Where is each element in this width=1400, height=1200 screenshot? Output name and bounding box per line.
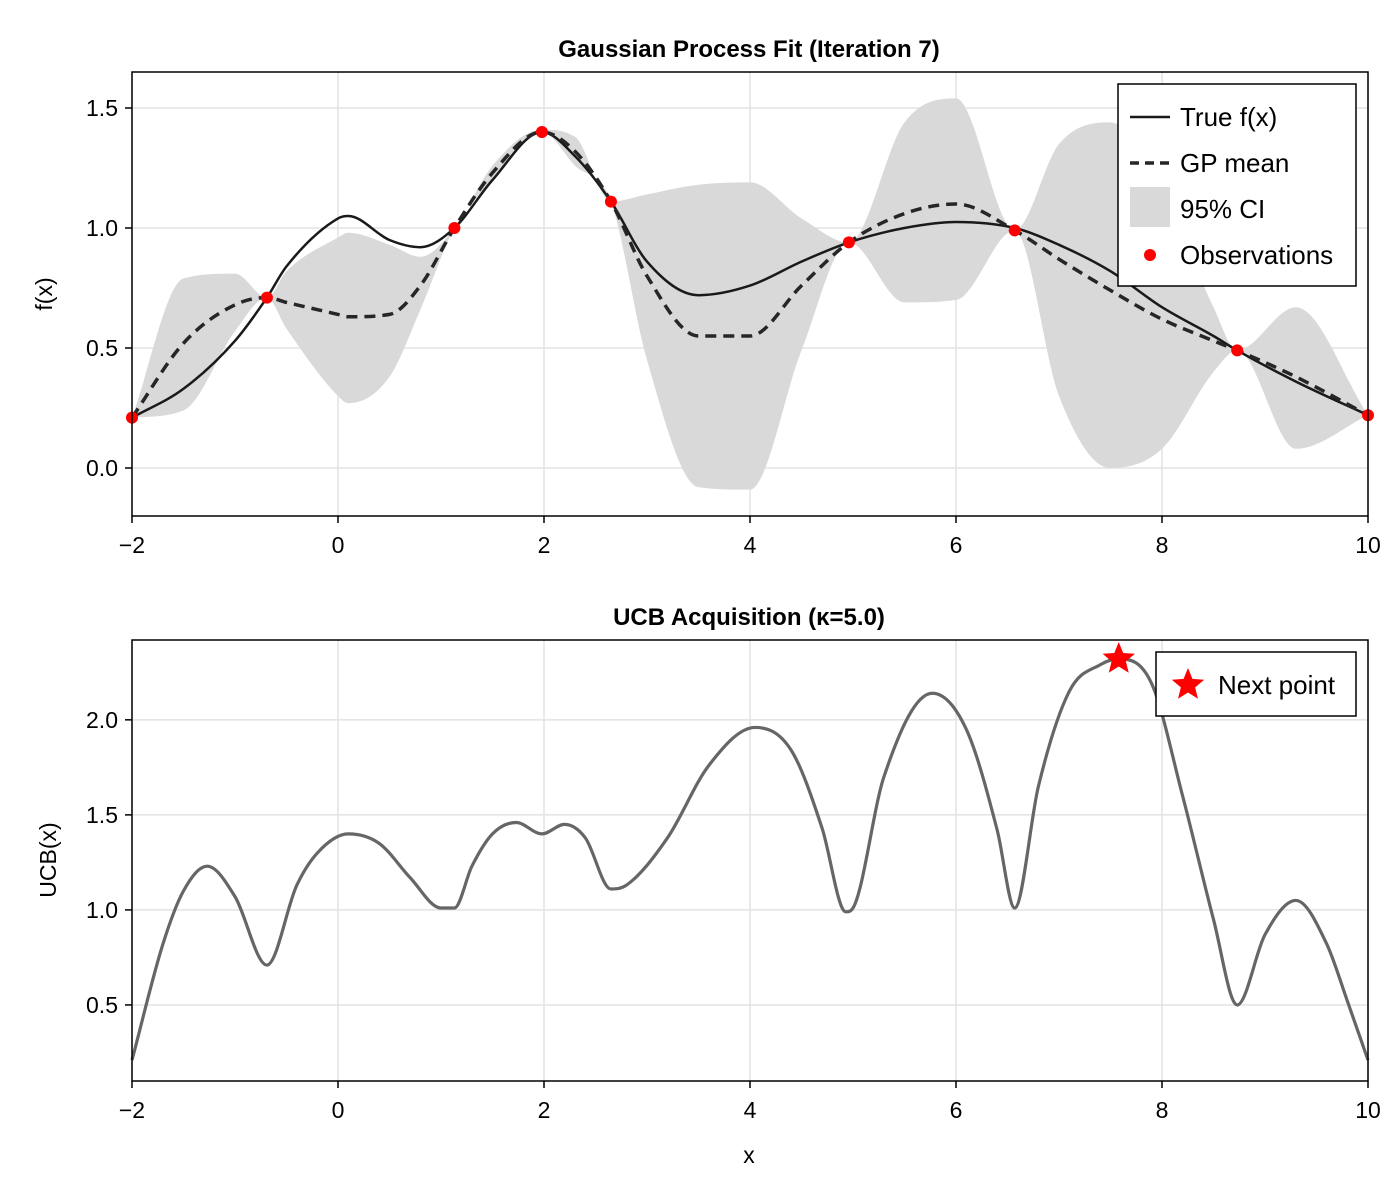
observation-point (448, 222, 461, 234)
ucb-ytick-label: 1.0 (86, 897, 118, 923)
ucb-xtick-label: 6 (950, 1097, 963, 1123)
legend-next-point-star-icon (1171, 668, 1205, 699)
gp-fit-ticks: −2 0 2 4 6 8 10 0.0 0.5 1.0 1.5 (86, 95, 1381, 558)
ucb-title: UCB Acquisition (κ=5.0) (613, 604, 885, 631)
ucb-next-point (1102, 642, 1135, 673)
ucb-legend: Next point (1155, 651, 1357, 717)
gp-fit-ci-band (132, 98, 1368, 490)
gp-fit-title: Gaussian Process Fit (Iteration 7) (558, 36, 939, 63)
observation-point (535, 126, 548, 138)
observation-point (1231, 344, 1244, 357)
legend-observations-swatch (1144, 249, 1156, 261)
legend-ci-swatch (1130, 187, 1170, 227)
next-point-star (1102, 642, 1135, 673)
ucb-line (130, 657, 1370, 1061)
gp-fit-ytick-label: 0.0 (86, 455, 118, 481)
gp-mean-line (130, 130, 1369, 419)
ucb-xtick-label: 10 (1355, 1097, 1381, 1123)
ucb-lines (130, 657, 1370, 1061)
legend-gp-mean-label: GP mean (1180, 148, 1289, 178)
gp-fit-legend: True f(x) GP mean 95% CI Observations (1117, 83, 1357, 287)
legend-ci-label: 95% CI (1180, 194, 1265, 224)
observation-point (842, 236, 855, 249)
ucb-ytick-label: 0.5 (86, 992, 118, 1018)
observation-point (1008, 224, 1021, 237)
gp-fit-xtick-label: 8 (1156, 532, 1169, 558)
observation-point (260, 291, 273, 304)
ucb-ylabel: UCB(x) (35, 822, 61, 897)
gp-fit-xtick-label: −2 (119, 532, 145, 558)
ucb-ytick-label: 1.5 (86, 802, 118, 828)
ucb-xtick-label: 2 (538, 1097, 551, 1123)
gp-fit-ytick-label: 0.5 (86, 335, 118, 361)
gp-fit-ylabel: f(x) (31, 277, 57, 310)
observation-point (604, 195, 617, 208)
ucb-xtick-label: 8 (1156, 1097, 1169, 1123)
gp-fit-xtick-label: 2 (538, 532, 551, 558)
ucb-xtick-label: 4 (744, 1097, 757, 1123)
gp-fit-xtick-label: 10 (1355, 532, 1381, 558)
legend-true-f-label: True f(x) (1180, 102, 1277, 132)
gp-fit-ytick-label: 1.0 (86, 215, 118, 241)
gp-fit-observations (126, 126, 1374, 424)
ucb-panel: UCB Acquisition (κ=5.0) −2 0 2 4 6 8 10 0.5 1.0 1… (35, 604, 1381, 1168)
gp-fit-xtick-label: 6 (950, 532, 963, 558)
ucb-ytick-label: 2.0 (86, 707, 118, 733)
gp-fit-panel: Gaussian Process Fit (Iteration 7) −2 0 2 4… (31, 36, 1381, 558)
gp-fit-xtick-label: 0 (332, 532, 345, 558)
ucb-ticks: −2 0 2 4 6 8 10 0.5 1.0 1.5 2.0 (86, 707, 1381, 1123)
ci-band (132, 98, 1368, 490)
ucb-xlabel: x (743, 1142, 755, 1168)
legend-observations-label: Observations (1180, 240, 1333, 270)
ucb-xtick-label: −2 (119, 1097, 145, 1123)
gp-fit-ytick-label: 1.5 (86, 95, 118, 121)
legend-next-point-label: Next point (1218, 670, 1336, 700)
ucb-xtick-label: 0 (332, 1097, 345, 1123)
gp-fit-xtick-label: 4 (744, 532, 757, 558)
